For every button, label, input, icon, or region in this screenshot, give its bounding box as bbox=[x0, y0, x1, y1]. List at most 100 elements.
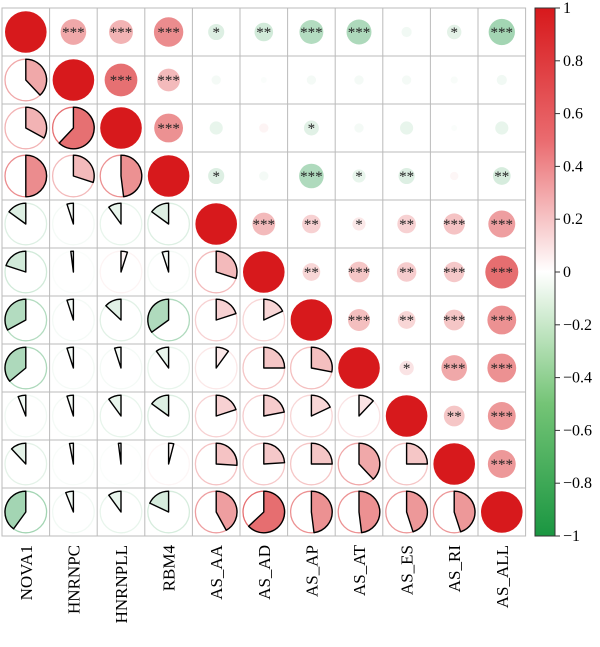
diagonal-circle bbox=[290, 299, 333, 341]
significance-label: *** bbox=[253, 217, 276, 233]
diagonal-circle bbox=[195, 203, 237, 245]
correlation-circle bbox=[354, 75, 364, 85]
cell-AS_AT-AS_AD bbox=[242, 346, 286, 390]
significance-label: * bbox=[308, 121, 316, 137]
correlation-circle bbox=[492, 167, 511, 185]
pie-slice bbox=[66, 346, 75, 369]
cell-RBM4-AS_AP: *** bbox=[299, 163, 324, 189]
significance-label: *** bbox=[348, 313, 371, 329]
pie-slice bbox=[25, 106, 48, 139]
cell-AS_AD-AS_AP: ** bbox=[302, 263, 321, 281]
diagonal-circle bbox=[385, 395, 428, 437]
cell-NOVA1-NOVA1 bbox=[5, 11, 47, 53]
significance-label: ** bbox=[399, 313, 414, 329]
matrix-grid bbox=[1, 7, 527, 537]
cell-AS_AD-NOVA1 bbox=[4, 250, 48, 294]
cell-RBM4-AS_AD bbox=[259, 171, 269, 181]
correlation-circle bbox=[154, 113, 184, 143]
significance-label: *** bbox=[491, 457, 514, 473]
cell-AS_AT-AS_ALL: *** bbox=[487, 353, 517, 383]
cell-AS_ES-HNRNPLL bbox=[99, 394, 143, 438]
significance-label: ** bbox=[494, 169, 509, 185]
cell-HNRNPC-AS_AD bbox=[260, 77, 267, 83]
cell-AS_ES-AS_AA bbox=[194, 394, 238, 438]
pie-slice bbox=[108, 202, 122, 225]
colorbar-tick-label: 0.2 bbox=[563, 211, 583, 228]
correlation-circle bbox=[302, 214, 321, 234]
cell-AS_AP-AS_ALL: *** bbox=[487, 305, 517, 335]
cell-AS_RI-AS_ES bbox=[385, 442, 429, 486]
pie-slice bbox=[149, 490, 170, 513]
significance-label: *** bbox=[110, 73, 133, 89]
significance-label: *** bbox=[443, 361, 466, 377]
significance-label: *** bbox=[348, 265, 371, 281]
variable-label: AS_AT bbox=[350, 544, 369, 596]
pie-slice bbox=[310, 442, 333, 465]
correlation-circle bbox=[397, 311, 416, 329]
variable-label: AS_RI bbox=[445, 545, 464, 593]
variable-label: AS_ALL bbox=[493, 545, 512, 608]
significance-label: ** bbox=[256, 25, 271, 41]
cell-HNRNPC-AS_AA bbox=[211, 75, 221, 85]
correlation-circle bbox=[488, 18, 515, 46]
correlation-circle bbox=[157, 68, 180, 92]
significance-label: ** bbox=[399, 265, 414, 281]
correlation-circle bbox=[109, 20, 133, 44]
cell-HNRNPC-HNRNPLL: *** bbox=[104, 63, 138, 97]
pie-slice bbox=[25, 154, 48, 198]
colorbar-tick-label: −0.8 bbox=[563, 475, 592, 492]
pie-slice bbox=[147, 298, 170, 333]
correlation-circle bbox=[450, 171, 459, 181]
correlation-circle bbox=[259, 171, 269, 181]
correlation-circle bbox=[252, 212, 276, 236]
cell-AS_AP-NOVA1 bbox=[4, 298, 48, 342]
colorbar-tick-label: 1 bbox=[563, 0, 571, 17]
pie-slice bbox=[151, 394, 170, 417]
cell-AS_AA-HNRNPC bbox=[51, 202, 95, 246]
diagonal-circle bbox=[242, 251, 285, 293]
cell-AS_AA-RBM4 bbox=[147, 202, 191, 246]
cell-AS_AA-AS_AP: ** bbox=[302, 214, 321, 234]
pie-slice bbox=[105, 298, 122, 321]
colorbar-tick-label: 0.8 bbox=[563, 53, 583, 70]
pie-slice bbox=[263, 346, 286, 369]
variable-label: NOVA1 bbox=[17, 545, 36, 600]
cell-AS_AD-AS_AD bbox=[242, 251, 285, 293]
cell-AS_AA-NOVA1 bbox=[4, 202, 48, 246]
colorbar: 1 0.8 0.6 0.4 0.2 0 −0.2 −0.4 −0.6 −0.8 −1 bbox=[534, 0, 592, 545]
pie-slice bbox=[65, 490, 75, 513]
cell-NOVA1-AS_RI: * bbox=[446, 24, 462, 41]
correlation-circle bbox=[306, 75, 317, 85]
cell-HNRNPC-AS_RI bbox=[450, 76, 458, 84]
cell-NOVA1-AS_ALL: *** bbox=[488, 18, 515, 46]
cell-AS_AA-HNRNPLL bbox=[99, 202, 143, 246]
cell-AS_ES-HNRNPC bbox=[51, 394, 95, 438]
correlation-circle bbox=[487, 305, 517, 335]
correlation-circle bbox=[208, 23, 225, 41]
significance-label: *** bbox=[300, 169, 323, 185]
pie-slice bbox=[405, 442, 429, 465]
pie-slice bbox=[310, 346, 333, 373]
diagonal-circle bbox=[433, 443, 476, 485]
cell-HNRNPLL-AS_RI bbox=[451, 125, 458, 131]
correlation-circle bbox=[396, 262, 417, 282]
cell-HNRNPLL-NOVA1 bbox=[4, 106, 48, 150]
matrix-cells: *** *** *** * ** *** *** * ****** ****** ** *** * ** *… bbox=[4, 11, 523, 534]
cell-AS_RI-AS_ALL: *** bbox=[487, 450, 516, 478]
pie-slice bbox=[68, 442, 75, 465]
pie-slice bbox=[72, 154, 95, 184]
cell-AS_AA-AS_AD: *** bbox=[252, 212, 276, 236]
cell-HNRNPC-AS_AT bbox=[354, 75, 364, 85]
grid-border bbox=[1, 7, 527, 537]
variable-label: HNRNPLL bbox=[112, 545, 131, 623]
cell-HNRNPLL-RBM4: *** bbox=[154, 113, 184, 143]
significance-label: * bbox=[450, 25, 458, 41]
cell-AS_AP-RBM4 bbox=[147, 298, 191, 342]
cell-AS_AD-RBM4 bbox=[147, 250, 191, 294]
correlation-circle bbox=[401, 26, 412, 38]
correlation-circle bbox=[352, 169, 366, 183]
pie-slice bbox=[215, 490, 238, 531]
cell-HNRNPLL-AS_AP: * bbox=[303, 120, 319, 137]
cell-NOVA1-AS_AT: *** bbox=[346, 19, 372, 45]
